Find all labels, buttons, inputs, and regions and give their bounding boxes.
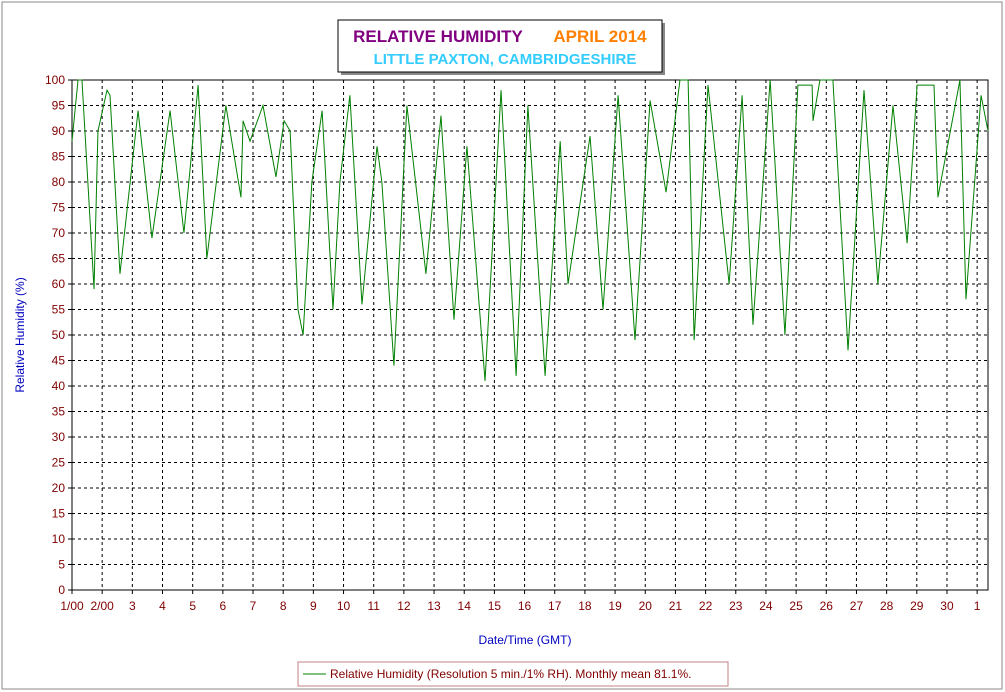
x-tick-label: 27 [850, 599, 864, 613]
x-tick-label: 16 [518, 599, 532, 613]
title-box [337, 19, 663, 73]
y-tick-label: 55 [52, 303, 66, 317]
x-tick-label: 12 [397, 599, 411, 613]
y-tick-label: 80 [52, 175, 66, 189]
x-tick-label: 1 [974, 599, 981, 613]
y-tick-label: 70 [52, 226, 66, 240]
x-tick-label: 5 [189, 599, 196, 613]
x-tick-label: 6 [220, 599, 227, 613]
x-tick-label: 22 [699, 599, 713, 613]
x-tick-label: 1/00 [60, 599, 84, 613]
data-line [71, 79, 989, 381]
x-tick-label: 3 [129, 599, 136, 613]
x-tick-label: 25 [789, 599, 803, 613]
y-tick-label: 90 [52, 124, 66, 138]
x-tick-label: 28 [880, 599, 894, 613]
x-tick-label: 21 [669, 599, 683, 613]
y-tick-label: 75 [52, 201, 66, 215]
y-tick-label: 60 [52, 277, 66, 291]
x-tick-label: 2/00 [90, 599, 114, 613]
legend-box [297, 661, 729, 687]
chart-subtitle: LITTLE PAXTON, CAMBRIDGESHIRE [374, 51, 637, 68]
x-tick-label: 10 [337, 599, 351, 613]
y-tick-label: 10 [52, 532, 66, 546]
x-tick-label: 15 [488, 599, 502, 613]
x-tick-label: 29 [910, 599, 924, 613]
y-tick-label: 85 [52, 150, 66, 164]
chart-period: APRIL 2014 [553, 27, 647, 46]
legend-label: Relative Humidity (Resolution 5 min./1% … [330, 667, 691, 681]
y-tick-label: 35 [52, 405, 66, 419]
x-tick-label: 14 [458, 599, 472, 613]
x-tick-label: 9 [310, 599, 317, 613]
x-tick-label: 18 [578, 599, 592, 613]
y-tick-label: 30 [52, 430, 66, 444]
x-tick-label: 8 [280, 599, 287, 613]
y-tick-label: 15 [52, 507, 66, 521]
x-tick-label: 7 [250, 599, 257, 613]
y-tick-label: 95 [52, 99, 66, 113]
y-tick-label: 40 [52, 379, 66, 393]
y-tick-label: 100 [45, 73, 65, 87]
x-tick-label: 26 [820, 599, 834, 613]
y-tick-label: 65 [52, 252, 66, 266]
y-tick-label: 50 [52, 328, 66, 342]
x-tick-label: 13 [427, 599, 441, 613]
plot-border [71, 79, 989, 591]
y-tick-label: 45 [52, 354, 66, 368]
chart-title: RELATIVE HUMIDITY [353, 27, 523, 46]
x-tick-label: 23 [729, 599, 743, 613]
y-tick-label: 25 [52, 456, 66, 470]
y-tick-label: 20 [52, 481, 66, 495]
x-tick-label: 20 [639, 599, 653, 613]
x-tick-label: 24 [759, 599, 773, 613]
y-axis-label: Relative Humidity (%) [13, 277, 27, 392]
x-tick-label: 19 [608, 599, 622, 613]
x-axis-label: Date/Time (GMT) [479, 633, 572, 647]
y-tick-label: 5 [58, 558, 65, 572]
y-tick-label: 0 [58, 583, 65, 597]
x-tick-label: 17 [548, 599, 562, 613]
x-tick-label: 30 [940, 599, 954, 613]
x-tick-label: 4 [159, 599, 166, 613]
x-tick-label: 11 [367, 599, 380, 613]
